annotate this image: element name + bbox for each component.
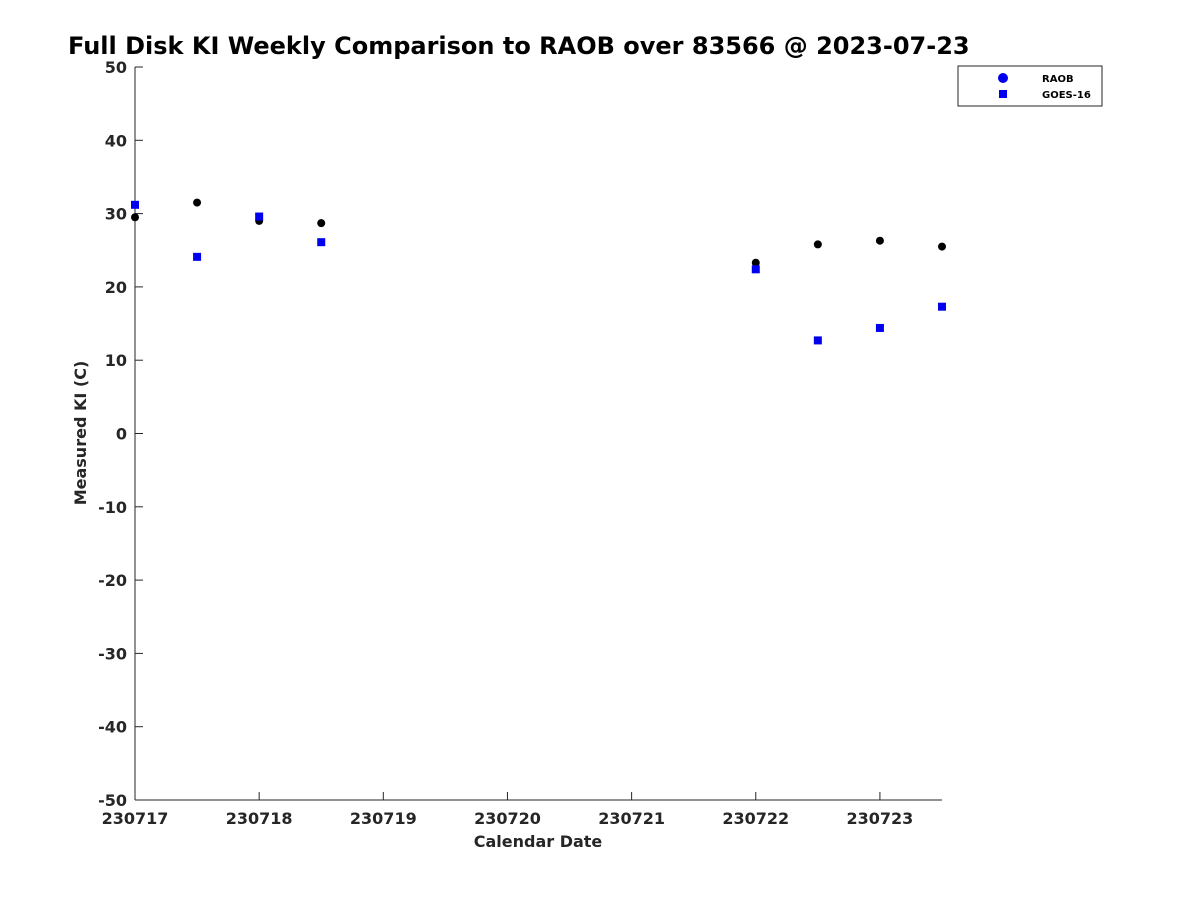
axes xyxy=(134,67,942,801)
raob-point xyxy=(813,240,822,249)
legend-box xyxy=(957,65,1103,107)
y-tick-label: 50 xyxy=(105,58,127,77)
data-points xyxy=(131,198,946,345)
raob-point xyxy=(938,242,946,251)
y-tick-label: 10 xyxy=(105,351,127,370)
y-tick-label: -10 xyxy=(98,498,127,517)
legend-marker-raob xyxy=(998,73,1008,83)
raob-point xyxy=(875,236,884,245)
goes-16-point xyxy=(938,302,946,311)
x-tick-label: 230722 xyxy=(722,809,789,828)
goes-16-point xyxy=(751,265,760,274)
y-tick-label: -20 xyxy=(98,571,127,590)
y-ticks: -50 -40 -30 -20 -10 0 10 20 30 40 50 xyxy=(98,58,143,810)
series-raob xyxy=(131,198,946,267)
raob-point xyxy=(193,198,202,207)
legend-label: GOES-16 xyxy=(1042,90,1091,101)
goes-16-point xyxy=(813,336,822,345)
x-tick-label: 230718 xyxy=(226,809,293,828)
y-tick-label: -40 xyxy=(98,718,127,737)
legend: RAOB GOES-16 xyxy=(957,65,1103,107)
x-tick-label: 230719 xyxy=(350,809,417,828)
legend-marker-goes-16 xyxy=(999,90,1007,98)
x-tick-label: 230717 xyxy=(102,809,169,828)
y-tick-label: 30 xyxy=(105,205,127,224)
goes-16-point xyxy=(131,200,139,209)
y-tick-label: 20 xyxy=(105,278,127,297)
x-tick-label: 230720 xyxy=(474,809,541,828)
goes-16-point xyxy=(193,252,202,261)
raob-point xyxy=(131,213,139,222)
goes-16-point xyxy=(875,323,884,332)
y-tick-label: 40 xyxy=(105,131,127,150)
y-axis-label: Measured KI (C) xyxy=(71,361,90,506)
x-tick-label: 230723 xyxy=(847,809,914,828)
y-tick-label: 0 xyxy=(116,425,127,444)
chart-title: Full Disk KI Weekly Comparison to RAOB o… xyxy=(68,32,970,60)
goes-16-point xyxy=(317,238,326,247)
raob-point xyxy=(751,258,760,267)
legend-label: RAOB xyxy=(1042,74,1074,85)
series-goes-16 xyxy=(131,200,946,345)
goes-16-point xyxy=(255,212,264,221)
raob-point xyxy=(317,219,326,228)
x-ticks: 230717 230718 230719 230720 230721 230722 2307… xyxy=(102,792,914,828)
y-tick-label: -50 xyxy=(98,791,127,810)
y-tick-label: -30 xyxy=(98,644,127,663)
x-axis-label: Calendar Date xyxy=(474,832,603,851)
x-tick-label: 230721 xyxy=(598,809,665,828)
